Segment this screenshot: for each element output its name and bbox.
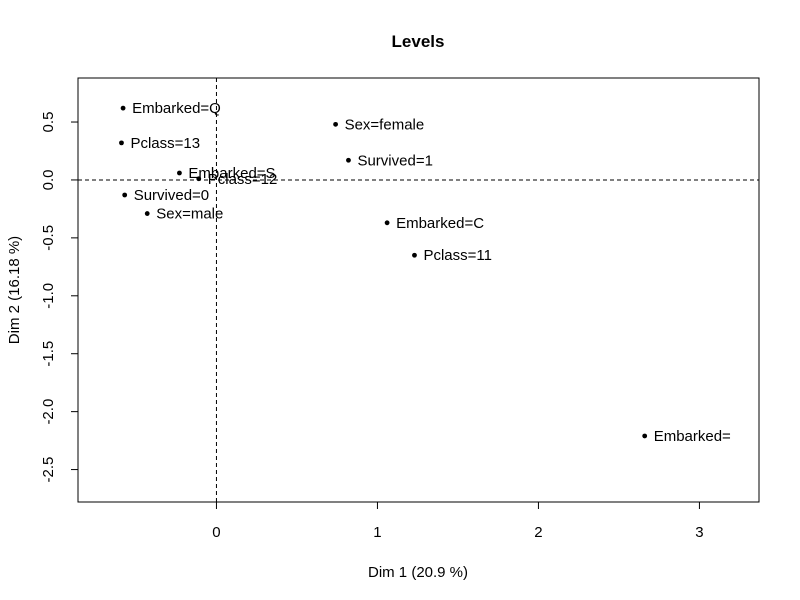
point-label: Survived=1 (357, 152, 432, 169)
data-point (119, 140, 124, 146)
point-label: Survived=0 (134, 187, 209, 204)
data-point (642, 433, 648, 439)
point-label: Sex=female (345, 116, 425, 133)
data-point (412, 252, 417, 258)
x-tick-label: 0 (212, 524, 220, 541)
y-tick-label: -2.5 (40, 457, 57, 483)
y-tick-label: -1.5 (40, 341, 57, 367)
y-axis: -2.5 -2.0 -1.5 -1.0 -0.5 0.0 0.5 (40, 112, 79, 483)
chart-title: Levels (392, 32, 445, 51)
x-tick-label: 1 (373, 524, 381, 541)
y-tick-label: -0.5 (40, 225, 57, 251)
point-label: Sex=male (156, 206, 223, 223)
y-tick-label: 0.5 (40, 112, 57, 133)
point-label: Embarked= (654, 428, 731, 445)
point-label: Embarked=S (188, 165, 275, 182)
data-point (333, 121, 338, 127)
y-tick-label: -1.0 (40, 283, 57, 309)
x-tick-label: 2 (534, 524, 542, 541)
point-label: Pclass=11 (423, 247, 492, 264)
x-axis: 0 1 2 3 (212, 501, 704, 541)
data-point (177, 170, 182, 176)
data-point (120, 105, 126, 111)
data-point (122, 192, 128, 198)
point-label: Embarked=C (396, 215, 484, 232)
y-tick-label: -2.0 (40, 399, 57, 425)
data-point (144, 211, 150, 216)
data-point (346, 157, 351, 163)
y-tick-label: 0.0 (40, 170, 57, 191)
data-point (384, 220, 390, 226)
data-point (196, 176, 202, 182)
data-points: Embarked=QPclass=13Embarked=SPclass=12Su… (119, 100, 731, 445)
plot-frame (77, 77, 760, 503)
point-label: Embarked=Q (132, 100, 221, 117)
reference-lines (78, 78, 759, 502)
point-label: Pclass=13 (130, 135, 200, 152)
y-axis-title: Dim 2 (16.18 %) (6, 236, 23, 344)
x-axis-title: Dim 1 (20.9 %) (368, 564, 468, 581)
x-tick-label: 3 (695, 524, 703, 541)
point-label: Pclass=12 (208, 171, 278, 188)
